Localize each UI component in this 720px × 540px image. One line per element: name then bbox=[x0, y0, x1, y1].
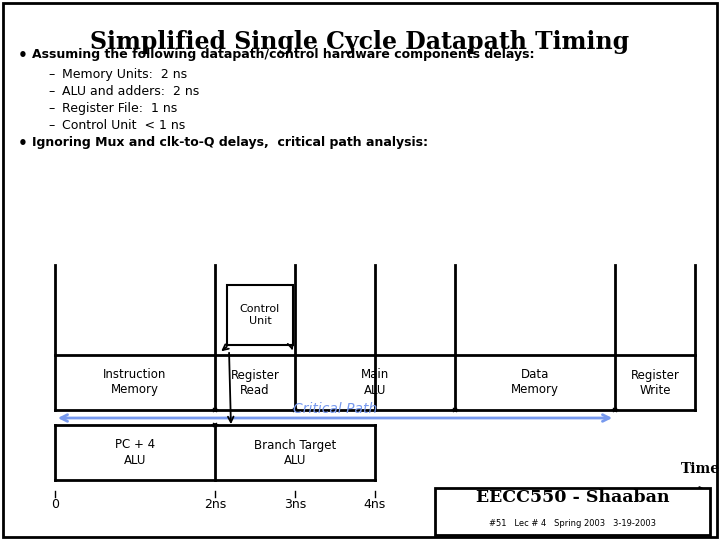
Text: –: – bbox=[48, 102, 54, 115]
Text: Ignoring Mux and clk-to-Q delays,  critical path analysis:: Ignoring Mux and clk-to-Q delays, critic… bbox=[32, 136, 428, 149]
Text: 4ns: 4ns bbox=[364, 498, 386, 511]
Text: –: – bbox=[48, 85, 54, 98]
Text: 7ns: 7ns bbox=[604, 498, 626, 511]
Text: Memory Units:  2 ns: Memory Units: 2 ns bbox=[62, 68, 187, 81]
Text: Simplified Single Cycle Datapath Timing: Simplified Single Cycle Datapath Timing bbox=[91, 30, 629, 54]
Text: #51   Lec # 4   Spring 2003   3-19-2003: #51 Lec # 4 Spring 2003 3-19-2003 bbox=[489, 519, 656, 528]
Text: –: – bbox=[48, 119, 54, 132]
Text: •: • bbox=[18, 136, 28, 151]
Text: Data
Memory: Data Memory bbox=[511, 368, 559, 396]
Text: Branch Target
ALU: Branch Target ALU bbox=[254, 438, 336, 467]
Text: Control
Unit: Control Unit bbox=[240, 304, 280, 326]
Text: 3ns: 3ns bbox=[284, 498, 306, 511]
Text: PC + 4
ALU: PC + 4 ALU bbox=[115, 438, 155, 467]
Text: –: – bbox=[48, 68, 54, 81]
Text: ALU and adders:  2 ns: ALU and adders: 2 ns bbox=[62, 85, 199, 98]
Bar bbox=[227, 285, 293, 345]
Text: 2ns: 2ns bbox=[204, 498, 226, 511]
Text: Assuming the following datapath/control hardware components delays:: Assuming the following datapath/control … bbox=[32, 48, 534, 61]
Text: 8ns: 8ns bbox=[684, 498, 706, 511]
Text: EECC550 - Shaaban: EECC550 - Shaaban bbox=[476, 489, 670, 507]
Text: Register
Write: Register Write bbox=[631, 368, 680, 396]
Text: •: • bbox=[18, 48, 28, 63]
Text: Control Unit  < 1 ns: Control Unit < 1 ns bbox=[62, 119, 185, 132]
Text: 0: 0 bbox=[51, 498, 59, 511]
Text: Critical Path: Critical Path bbox=[293, 402, 377, 416]
Text: 5ns: 5ns bbox=[444, 498, 466, 511]
Bar bbox=[435, 488, 710, 535]
Text: Register File:  1 ns: Register File: 1 ns bbox=[62, 102, 177, 115]
Text: Register
Read: Register Read bbox=[230, 368, 279, 396]
Text: Instruction
Memory: Instruction Memory bbox=[103, 368, 167, 396]
Text: Time: Time bbox=[680, 462, 719, 476]
Text: Main
ALU: Main ALU bbox=[361, 368, 389, 396]
